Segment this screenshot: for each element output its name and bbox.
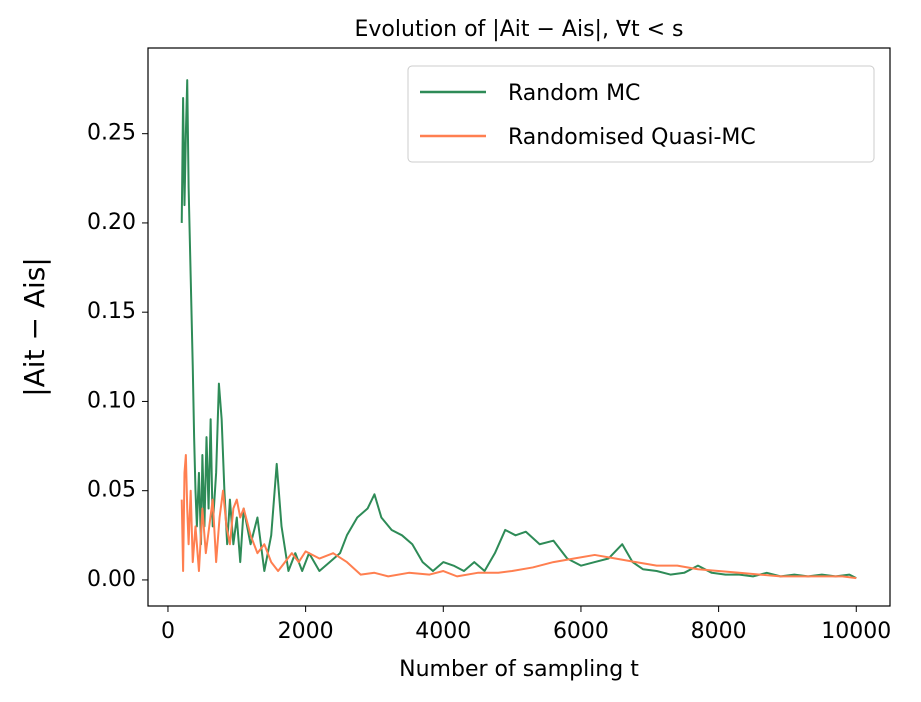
x-tick-label: 2000 [278,619,334,644]
y-tick-label: 0.25 [87,121,136,146]
x-axis-label: Number of sampling t [399,657,639,682]
legend-box [407,65,875,163]
x-tick-label: 10000 [821,619,891,644]
y-tick-label: 0.20 [87,210,136,235]
y-axis-label: |Ait − Ais| [18,257,51,397]
legend-label: Random MC [508,81,640,106]
plot-frame [147,47,891,607]
data-line [180,79,857,580]
y-tick-label: 0.05 [87,478,136,503]
x-tick-label: 4000 [415,619,471,644]
x-tick-label: 8000 [691,619,747,644]
y-tick-label: 0.15 [87,299,136,324]
data-line [180,453,857,580]
chart-title: Evolution of |Ait − Ais|, ∀t < s [355,17,684,42]
y-tick-label: 0.10 [87,388,136,413]
x-tick-label: 6000 [553,619,609,644]
x-tick-label: 0 [161,619,175,644]
legend-label: Randomised Quasi-MC [508,125,756,150]
y-tick-label: 0.00 [87,567,136,592]
